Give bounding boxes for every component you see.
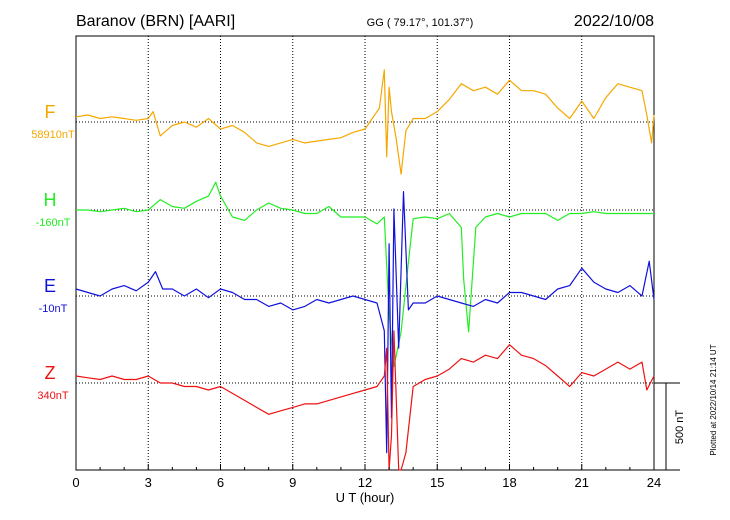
station-title: Baranov (BRN) [AARI] xyxy=(76,13,235,30)
x-tick-label: 9 xyxy=(289,475,296,490)
date-label: 2022/10/08 xyxy=(574,13,654,30)
x-tick-label: 0 xyxy=(72,475,79,490)
series-line-z xyxy=(75,330,655,471)
plotted-timestamp: Plotted at 2022/10/14 21:14 UT xyxy=(709,344,718,455)
x-tick-label: 3 xyxy=(145,475,152,490)
series-baseline-e: -10nT xyxy=(39,303,68,315)
x-tick-label: 6 xyxy=(217,475,224,490)
x-axis: 0 3 6 9 12 15 18 21 24 xyxy=(72,464,661,490)
series-label-z: Z xyxy=(45,363,56,383)
series-label-h: H xyxy=(44,190,57,210)
x-axis-label: U T (hour) xyxy=(336,490,395,505)
series-label-e: E xyxy=(44,276,56,296)
x-tick-label: 12 xyxy=(358,475,372,490)
series-baseline-z: 340nT xyxy=(37,390,68,402)
grid-lines xyxy=(76,36,654,470)
series-line-h xyxy=(76,181,654,368)
x-tick-label: 24 xyxy=(647,475,661,490)
series-line-e xyxy=(75,191,655,454)
scale-bar-label: 500 nT xyxy=(674,410,686,445)
station-coords: GG ( 79.17°, 101.37°) xyxy=(367,17,474,29)
series-baseline-f: 58910nT xyxy=(31,129,75,141)
x-tick-label: 21 xyxy=(575,475,589,490)
x-tick-label: 15 xyxy=(430,475,444,490)
scale-bar: 500 nT xyxy=(654,382,686,471)
series-baseline-h: -160nT xyxy=(36,217,71,229)
series-line-f xyxy=(75,69,655,175)
x-tick-label: 18 xyxy=(502,475,516,490)
series-layer: F 58910nT H -160nT E -10nT Z 340nT xyxy=(31,69,655,471)
series-label-f: F xyxy=(45,102,56,122)
